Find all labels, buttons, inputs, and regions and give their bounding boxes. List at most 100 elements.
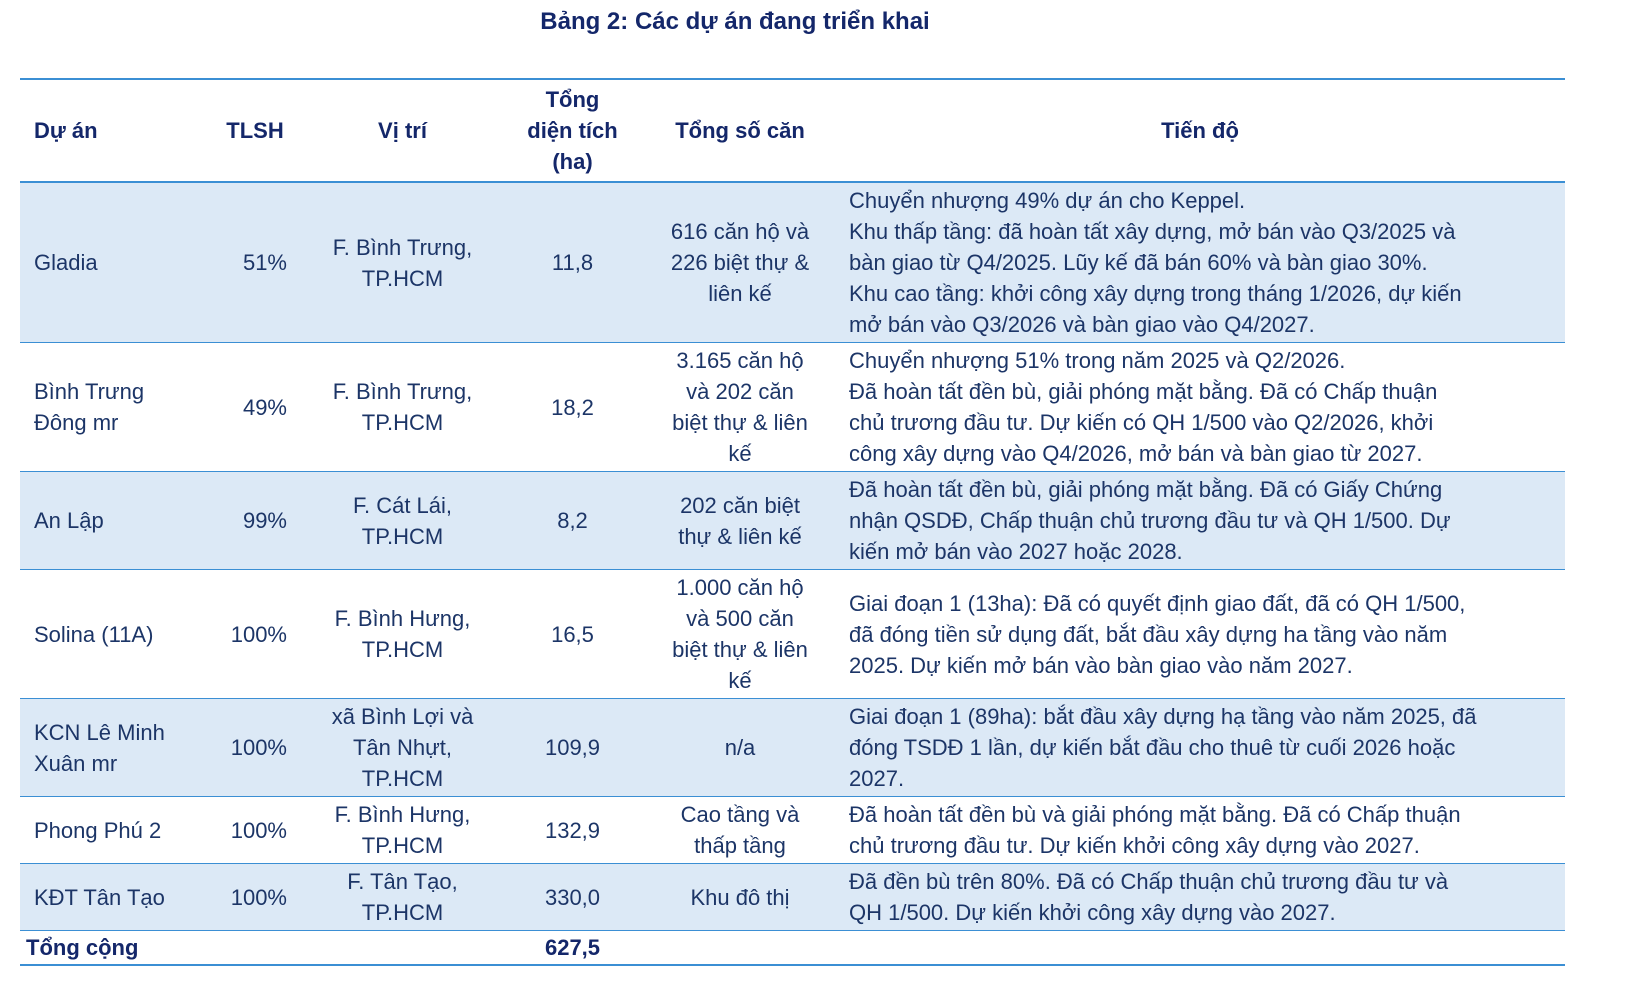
units-cell: 3.165 căn hộ và 202 căn biệt thự & liên kế xyxy=(645,343,835,472)
area-cell: 16,5 xyxy=(551,621,594,647)
text-line: thấp tầng xyxy=(694,833,786,858)
project-cell: Bình Trưng Đông mr xyxy=(20,343,205,472)
table-row: Bình Trưng Đông mr 49% F. Bình Trưng, TP.HCM… xyxy=(20,343,1565,472)
progress-cell: Giai đoạn 1 (89ha): bắt đầu xây dựng hạ … xyxy=(835,699,1565,797)
text-line: 226 biệt thự & xyxy=(670,250,810,275)
text-line: kiến mở bán vào 2027 hoặc 2028. xyxy=(849,539,1183,564)
text-line: kế xyxy=(728,668,752,693)
area-cell: 109,9 xyxy=(544,735,601,760)
header-cell: Dự án xyxy=(20,79,205,182)
progress-cell: Đã hoàn tất đền bù, giải phóng mặt bằng.… xyxy=(835,472,1565,570)
header-cell: Tổng diện tích (ha) xyxy=(500,79,645,182)
text-line: Giai đoạn 1 (89ha): bắt đầu xây dựng hạ … xyxy=(849,704,1477,729)
text-line: n/a xyxy=(724,735,756,760)
progress-cell: Chuyển nhượng 49% dự án cho Keppel. Khu t… xyxy=(835,182,1565,343)
text-line: 3.165 căn hộ xyxy=(676,348,804,373)
text-line: TP.HCM xyxy=(361,900,444,925)
text-line: KCN Lê Minh xyxy=(34,719,165,745)
text-line: F. Bình Trưng, xyxy=(332,234,473,260)
progress-cell: Đã đền bù trên 80%. Đã có Chấp thuận chủ… xyxy=(835,864,1565,931)
tlsh-cell: 100% xyxy=(230,817,287,843)
location-cell: F. Cát Lái, TP.HCM xyxy=(305,472,500,570)
location-cell: F. Bình Trưng, TP.HCM xyxy=(305,343,500,472)
project-cell: Phong Phú 2 xyxy=(20,797,205,864)
table-body: Gladia 51% F. Bình Trưng, TP.HCM 11,8 616 căn… xyxy=(20,182,1565,965)
text-line: Khu cao tầng: khởi công xây dựng trong t… xyxy=(849,281,1462,306)
table-row: Solina (11A) 100% F. Bình Hưng, TP.HCM 16,5 1… xyxy=(20,570,1565,699)
tlsh-cell: 49% xyxy=(242,394,287,420)
text-line: Xuân mr xyxy=(34,750,118,776)
location-cell: F. Bình Hưng, TP.HCM xyxy=(305,797,500,864)
text-line: Cao tầng và xyxy=(680,802,800,827)
text-line: mở bán vào Q3/2026 và bàn giao vào Q4/20… xyxy=(849,312,1315,337)
text-line: TP.HCM xyxy=(361,265,444,291)
table-row: KCN Lê Minh Xuân mr 100% xã Bình Lợi và Tân … xyxy=(20,698,1565,797)
text-line: xã Bình Lợi và xyxy=(331,704,474,729)
location-cell: F. Bình Trưng, TP.HCM xyxy=(305,182,500,343)
text-line: Vị trí xyxy=(378,118,427,143)
text-line: Đông mr xyxy=(34,410,119,435)
units-cell: Cao tầng và thấp tầng xyxy=(645,797,835,864)
total-label: Tổng cộng xyxy=(26,935,139,960)
text-line: Chuyển nhượng 51% trong năm 2025 và Q2/2… xyxy=(849,348,1346,373)
tlsh-cell: 100% xyxy=(230,735,287,760)
text-line: TP.HCM xyxy=(361,523,444,549)
text-line: Tổng xyxy=(545,87,600,112)
project-cell: Gladia xyxy=(20,182,205,343)
area-cell: 11,8 xyxy=(551,250,594,275)
text-line: 616 căn hộ và xyxy=(670,219,810,244)
text-line: QH 1/500. Dự kiến khởi công xây dựng vào… xyxy=(849,900,1336,925)
text-line: Solina (11A) xyxy=(34,621,154,647)
text-line: Gladia xyxy=(34,250,98,275)
text-line: và 500 căn xyxy=(686,606,794,631)
text-line: Chuyển nhượng 49% dự án cho Keppel. xyxy=(849,188,1246,213)
text-line: liên kế xyxy=(708,281,772,306)
text-line: kế xyxy=(728,441,752,466)
text-line: nhận QSDĐ, Chấp thuận chủ trương đầu tư … xyxy=(849,508,1451,533)
project-cell: KCN Lê Minh Xuân mr xyxy=(20,699,205,797)
text-line: TP.HCM xyxy=(361,833,444,858)
text-line: đóng TSDĐ 1 lần, dự kiến bắt đầu cho thu… xyxy=(849,735,1456,760)
units-cell: Khu đô thị xyxy=(645,864,835,931)
area-cell: 330,0 xyxy=(544,884,601,910)
text-line: TLSH xyxy=(226,118,284,143)
units-cell: 1.000 căn hộ và 500 căn biệt thự & liên kế xyxy=(645,570,835,699)
total-area: 627,5 xyxy=(544,935,601,960)
table-row: KĐT Tân Tạo 100% F. Tân Tạo, TP.HCM 330,0 Khu… xyxy=(20,863,1565,931)
progress-cell: Chuyển nhượng 51% trong năm 2025 và Q2/2… xyxy=(835,343,1565,472)
table-row: Phong Phú 2 100% F. Bình Hưng, TP.HCM 132,9 C… xyxy=(20,797,1565,864)
text-line: công xây dựng vào Q4/2026, mở bán và bàn… xyxy=(849,441,1423,466)
units-cell: 616 căn hộ và 226 biệt thự & liên kế xyxy=(645,182,835,343)
text-line: 2025. Dự kiến mở bán vào bàn giao vào nă… xyxy=(849,652,1353,678)
text-line: F. Cát Lái, xyxy=(352,492,453,518)
units-cell: n/a xyxy=(645,699,835,797)
text-line: bàn giao từ Q4/2025. Lũy kế đã bán 60% v… xyxy=(849,250,1428,275)
table-row: Gladia 51% F. Bình Trưng, TP.HCM 11,8 616 căn… xyxy=(20,182,1565,343)
progress-cell: Đã hoàn tất đền bù và giải phóng mặt bằn… xyxy=(835,797,1565,864)
units-cell: 202 căn biệt thự & liên kế xyxy=(645,472,835,570)
text-line: biệt thự & liên xyxy=(672,637,808,662)
area-cell: 132,9 xyxy=(544,817,601,843)
projects-table: Dự án TLSH Vị trí Tổng diện tích (ha) Tổng số … xyxy=(20,78,1565,966)
table-header: Dự án TLSH Vị trí Tổng diện tích (ha) Tổng số … xyxy=(20,79,1565,182)
text-line: Đã hoàn tất đền bù, giải phóng mặt bằng.… xyxy=(849,379,1438,404)
text-line: diện tích xyxy=(527,118,618,143)
text-line: Khu thấp tầng: đã hoàn tất xây dựng, mở … xyxy=(849,219,1456,244)
progress-cell: Giai đoạn 1 (13ha): Đã có quyết định gia… xyxy=(835,570,1565,699)
text-line: 1.000 căn hộ xyxy=(676,575,804,600)
header-cell: Tổng số căn xyxy=(645,79,835,182)
header-cell: Vị trí xyxy=(305,79,500,182)
text-line: (ha) xyxy=(552,149,593,174)
text-line: Đã hoàn tất đền bù và giải phóng mặt bằn… xyxy=(849,802,1461,827)
project-cell: An Lập xyxy=(20,472,205,570)
text-line: Đã đền bù trên 80%. Đã có Chấp thuận chủ… xyxy=(849,869,1449,894)
text-line: Tiến độ xyxy=(1161,118,1239,143)
text-line: An Lập xyxy=(34,508,104,533)
area-cell: 8,2 xyxy=(557,508,588,533)
text-line: TP.HCM xyxy=(361,410,444,435)
project-cell: Solina (11A) xyxy=(20,570,205,699)
text-line: chủ trương đầu tư. Dự kiến khởi công xây… xyxy=(849,833,1420,858)
tlsh-cell: 99% xyxy=(242,508,287,533)
location-cell: F. Tân Tạo, TP.HCM xyxy=(305,864,500,931)
text-line: F. Bình Trưng, xyxy=(332,379,473,404)
